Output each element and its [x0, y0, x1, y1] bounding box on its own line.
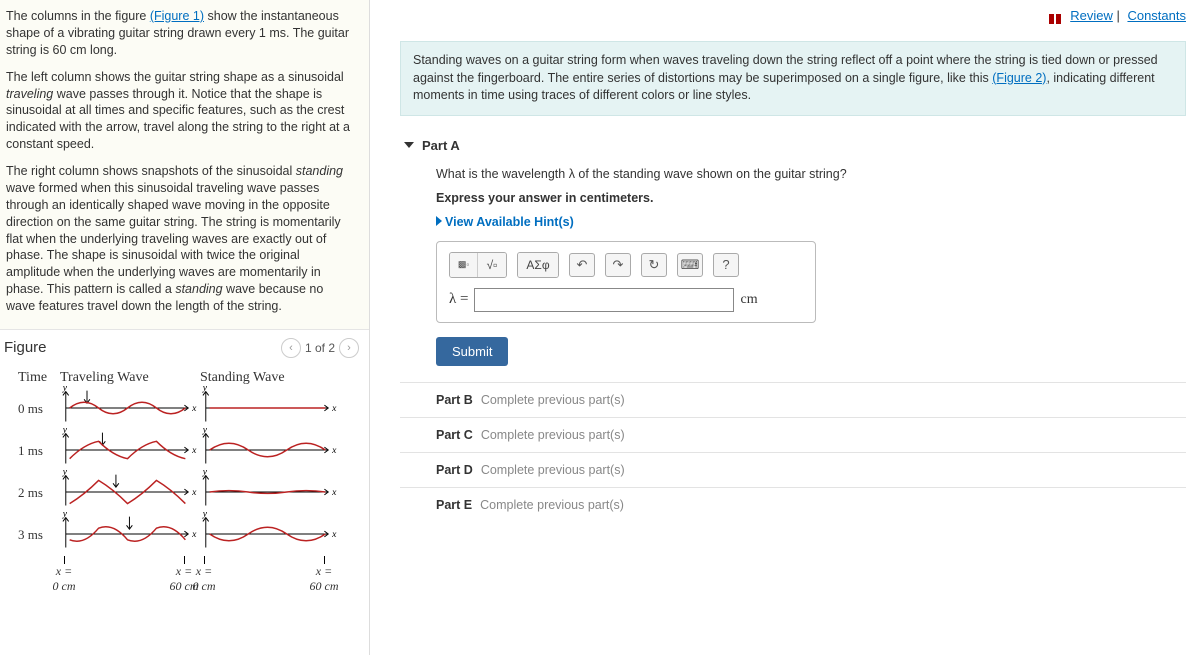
figure-title: Figure	[4, 339, 47, 356]
instruction-text: Express your answer in centimeters.	[436, 191, 1186, 205]
desc-p3i2: standing	[175, 282, 222, 296]
part-a-header[interactable]: Part A	[404, 138, 1186, 153]
top-links: Review | Constants	[400, 8, 1186, 23]
traveling-wave-plot: y x	[60, 388, 200, 430]
sqrt-button[interactable]: √▫	[478, 253, 506, 277]
desc-p1a: The columns in the figure	[6, 9, 150, 23]
locked-part-msg: Complete previous part(s)	[481, 428, 625, 442]
part-a-title: Part A	[422, 138, 460, 153]
answer-toolbar: ▩▫ √▫ ΑΣφ ↶ ↷ ↻ ⌨ ?	[449, 252, 803, 278]
template-button[interactable]: ▩▫	[450, 253, 478, 277]
svg-text:y: y	[202, 509, 208, 520]
locked-part: Part D Complete previous part(s)	[400, 452, 1186, 487]
time-label: 2 ms	[18, 485, 60, 501]
review-link[interactable]: Review	[1070, 8, 1113, 23]
problem-description: The columns in the figure (Figure 1) sho…	[0, 0, 369, 329]
pager-next-button[interactable]: ›	[339, 338, 359, 358]
svg-text:x: x	[191, 529, 197, 540]
wave-row: 1 ms y x y x	[18, 430, 359, 472]
locked-part: Part E Complete previous part(s)	[400, 487, 1186, 522]
standing-wave-plot: y x	[200, 514, 340, 556]
unit-label: cm	[740, 292, 757, 308]
svg-text:y: y	[62, 467, 68, 478]
standing-wave-plot: y x	[200, 388, 340, 430]
svg-text:y: y	[62, 425, 68, 436]
wave-row: 2 ms y x y x	[18, 472, 359, 514]
help-button[interactable]: ?	[713, 253, 739, 277]
svg-text:x: x	[191, 403, 197, 414]
locked-part-title: Part E	[436, 498, 472, 512]
xlabel-r60: x =60 cm	[310, 564, 339, 594]
figure-pager: ‹ 1 of 2 ›	[281, 338, 359, 358]
reset-button[interactable]: ↻	[641, 253, 667, 277]
desc-p3i1: standing	[296, 164, 343, 178]
traveling-wave-plot: y x	[60, 514, 200, 556]
svg-text:x: x	[331, 445, 337, 456]
hints-toggle[interactable]: View Available Hint(s)	[436, 215, 1186, 229]
wave-row: 3 ms y x y x	[18, 514, 359, 556]
keyboard-button[interactable]: ⌨	[677, 253, 703, 277]
figure-2-link[interactable]: (Figure 2)	[992, 71, 1046, 85]
svg-text:y: y	[202, 467, 208, 478]
xlabel-l0: x =0 cm	[53, 564, 76, 594]
locked-part-msg: Complete previous part(s)	[481, 393, 625, 407]
desc-p3b: wave formed when this sinusoidal traveli…	[6, 181, 341, 296]
desc-p2a: The left column shows the guitar string …	[6, 70, 344, 84]
info-box: Standing waves on a guitar string form w…	[400, 41, 1186, 116]
part-a-body: What is the wavelength λ of the standing…	[400, 167, 1186, 366]
question-text: What is the wavelength λ of the standing…	[436, 167, 1186, 181]
svg-text:y: y	[202, 425, 208, 436]
locked-part-title: Part B	[436, 393, 473, 407]
flag-icon[interactable]	[1047, 12, 1061, 22]
wave-row: 0 ms y x y x	[18, 388, 359, 430]
desc-p2b: wave passes through it. Notice that the …	[6, 87, 350, 152]
submit-button[interactable]: Submit	[436, 337, 508, 366]
lambda-label: λ =	[449, 291, 468, 308]
col-trav: Traveling Wave	[60, 370, 200, 386]
svg-text:x: x	[331, 403, 337, 414]
figure-section: Figure ‹ 1 of 2 › Time Traveling Wave St…	[0, 329, 369, 655]
traveling-wave-plot: y x	[60, 472, 200, 514]
svg-text:y: y	[62, 383, 68, 394]
svg-text:y: y	[62, 509, 68, 520]
locked-part: Part C Complete previous part(s)	[400, 417, 1186, 452]
standing-wave-plot: y x	[200, 430, 340, 472]
desc-p3a: The right column shows snapshots of the …	[6, 164, 296, 178]
figure-1-link[interactable]: (Figure 1)	[150, 9, 204, 23]
locked-part: Part B Complete previous part(s)	[400, 382, 1186, 417]
xlabel-r0: x =0 cm	[193, 564, 216, 594]
col-stand: Standing Wave	[200, 370, 340, 386]
time-label: 1 ms	[18, 443, 60, 459]
greek-button[interactable]: ΑΣφ	[518, 253, 558, 277]
answer-box: ▩▫ √▫ ΑΣφ ↶ ↷ ↻ ⌨ ? λ = cm	[436, 241, 816, 323]
right-panel: Review | Constants Standing waves on a g…	[370, 0, 1200, 655]
undo-button[interactable]: ↶	[569, 253, 595, 277]
svg-text:x: x	[191, 487, 197, 498]
svg-text:x: x	[191, 445, 197, 456]
constants-link[interactable]: Constants	[1127, 8, 1186, 23]
chevron-down-icon	[404, 142, 414, 148]
svg-text:x: x	[331, 487, 337, 498]
col-time: Time	[18, 370, 60, 386]
time-label: 0 ms	[18, 401, 60, 417]
svg-text:x: x	[331, 529, 337, 540]
locked-part-msg: Complete previous part(s)	[481, 463, 625, 477]
figure-body: Time Traveling Wave Standing Wave 0 ms y…	[0, 364, 369, 655]
traveling-wave-plot: y x	[60, 430, 200, 472]
pager-prev-button[interactable]: ‹	[281, 338, 301, 358]
redo-button[interactable]: ↷	[605, 253, 631, 277]
time-label: 3 ms	[18, 527, 60, 543]
svg-text:y: y	[202, 383, 208, 394]
hints-label: View Available Hint(s)	[445, 215, 574, 229]
pager-text: 1 of 2	[305, 341, 335, 355]
desc-p2i: traveling	[6, 87, 53, 101]
locked-part-title: Part C	[436, 428, 473, 442]
locked-part-title: Part D	[436, 463, 473, 477]
locked-part-msg: Complete previous part(s)	[480, 498, 624, 512]
answer-input[interactable]	[474, 288, 734, 312]
left-panel: The columns in the figure (Figure 1) sho…	[0, 0, 370, 655]
chevron-right-icon	[436, 216, 442, 226]
standing-wave-plot: y x	[200, 472, 340, 514]
